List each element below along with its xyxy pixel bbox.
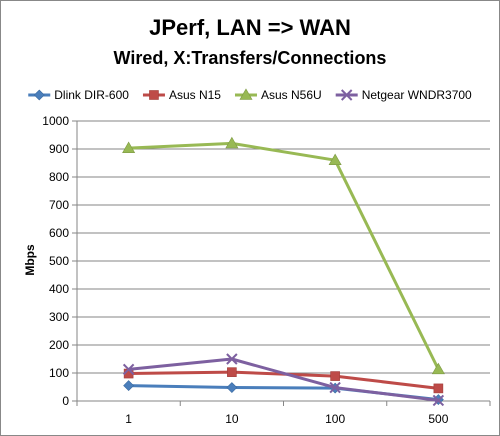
data-point-2-2 (328, 153, 342, 165)
y-tick-label-3: 300 (49, 310, 69, 324)
y-tick-label-8: 800 (49, 170, 69, 184)
legend-marker-3 (340, 89, 353, 101)
y-tick-label-4: 400 (49, 282, 69, 296)
y-axis-label: Mbps (23, 244, 37, 276)
y-tick-label-2: 200 (49, 338, 69, 352)
legend-label-1: Asus N15 (169, 88, 221, 102)
y-tick-label-9: 900 (49, 142, 69, 156)
legend-label-3: Netgear WNDR3700 (362, 88, 472, 102)
legend-item-3: Netgear WNDR3700 (335, 88, 472, 102)
data-point-0-1 (226, 382, 238, 393)
data-point-1-2 (330, 371, 340, 381)
legend-marker-2 (239, 88, 253, 100)
axes (72, 120, 491, 406)
data-point-2-0 (122, 141, 136, 153)
legend: Dlink DIR-600 Asus N15 Asus N56U Netgear WN… (28, 88, 472, 102)
x-tick-label-0: 1 (125, 412, 132, 426)
data-point-2-3 (431, 362, 445, 375)
data-point-3-3 (432, 394, 445, 407)
legend-label-0: Dlink DIR-600 (54, 88, 129, 102)
gridlines (77, 120, 490, 374)
y-tick-label-6: 600 (49, 226, 69, 240)
data-point-1-1 (227, 367, 237, 377)
series-line-0 (128, 384, 439, 402)
data-point-3-2 (329, 381, 341, 394)
legend-item-0: Dlink DIR-600 (28, 88, 129, 102)
data-point-3-1 (226, 353, 238, 365)
data-point-0-0 (123, 380, 135, 392)
x-tick-label-1: 10 (225, 412, 239, 426)
legend-marker-1 (149, 90, 159, 100)
series-2 (122, 136, 445, 375)
legend-marker-0 (33, 89, 45, 101)
legend-label-2: Asus N56U (261, 88, 322, 102)
chart-title: JPerf, LAN => WAN (149, 15, 351, 40)
x-tick-label-3: 500 (428, 412, 448, 426)
y-axis-tick-labels: 0 100 200 300 400 500 600 700 800 900 1000 (42, 114, 69, 408)
y-tick-label-0: 0 (62, 394, 69, 408)
data-point-3-0 (122, 363, 135, 376)
legend-item-1: Asus N15 (142, 88, 221, 102)
y-tick-label-5: 500 (49, 254, 69, 268)
series-line-3 (128, 357, 439, 402)
data-point-1-3 (433, 383, 444, 394)
chart-subtitle: Wired, X:Transfers/Connections (114, 48, 387, 68)
y-tick-label-1: 100 (49, 366, 69, 380)
series-line-2 (128, 141, 440, 371)
series-group (122, 136, 445, 407)
series-3 (122, 353, 445, 407)
data-point-2-1 (225, 136, 239, 149)
x-axis-tick-labels: 1 10 100 500 (125, 412, 448, 426)
legend-item-2: Asus N56U (234, 88, 322, 102)
y-tick-label-7: 700 (49, 198, 69, 212)
y-tick-label-10: 1000 (42, 114, 69, 128)
x-tick-label-2: 100 (325, 412, 345, 426)
